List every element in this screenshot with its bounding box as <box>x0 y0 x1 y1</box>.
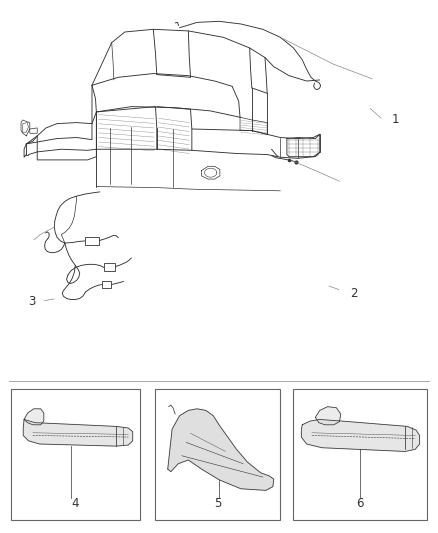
Polygon shape <box>23 419 133 446</box>
Polygon shape <box>24 409 44 425</box>
Text: 2: 2 <box>350 287 358 300</box>
Bar <box>85 237 99 245</box>
Bar <box>155 389 280 520</box>
Bar <box>11 389 140 520</box>
Text: 1: 1 <box>392 114 399 126</box>
Bar <box>104 263 115 271</box>
Text: 6: 6 <box>357 497 364 510</box>
Text: 3: 3 <box>28 295 36 308</box>
Bar <box>293 389 427 520</box>
Polygon shape <box>168 409 274 490</box>
Polygon shape <box>301 419 420 451</box>
Text: 4: 4 <box>72 497 79 510</box>
Text: 5: 5 <box>214 497 222 510</box>
Bar <box>102 281 111 288</box>
Polygon shape <box>315 407 341 425</box>
